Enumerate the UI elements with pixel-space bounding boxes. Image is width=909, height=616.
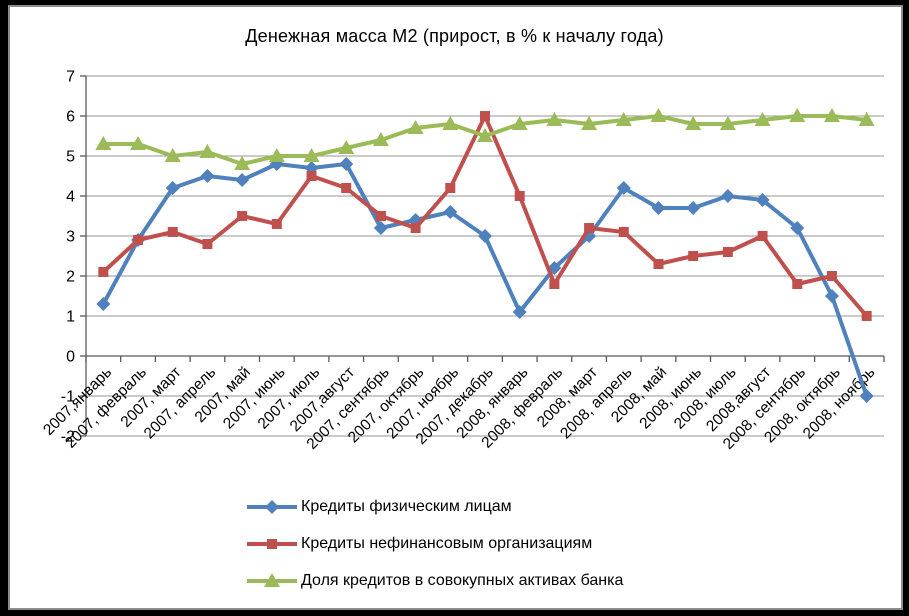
data-point-marker — [686, 201, 701, 215]
y-axis-label: 5 — [66, 149, 75, 166]
y-axis-label: 4 — [66, 189, 75, 206]
legend-square-icon — [247, 539, 297, 549]
data-point-marker — [98, 267, 109, 277]
data-point-marker — [584, 223, 595, 233]
data-point-marker — [372, 132, 389, 146]
legend-item: Кредиты нефинансовым организациям — [245, 535, 623, 553]
y-axis-label: 0 — [66, 349, 75, 366]
data-point-marker — [616, 181, 631, 195]
data-point-marker — [546, 112, 563, 126]
data-point-marker — [685, 116, 702, 130]
data-point-marker — [823, 108, 840, 122]
legend-label: Доля кредитов в совокупных активах банка — [301, 572, 624, 589]
data-point-marker — [410, 223, 421, 233]
y-axis-label: 7 — [66, 69, 75, 86]
data-point-marker — [651, 201, 666, 215]
axes — [80, 75, 885, 437]
data-point-marker — [789, 108, 806, 122]
data-point-marker — [442, 116, 459, 130]
data-point-marker — [480, 111, 490, 121]
data-point-marker — [341, 183, 352, 193]
data-point-marker — [858, 112, 875, 126]
data-point-marker — [755, 193, 770, 207]
y-axis-label: -2 — [61, 429, 75, 446]
chart-window — [8, 5, 903, 610]
data-point-marker — [200, 169, 215, 183]
data-point-marker — [581, 116, 598, 130]
data-point-marker — [164, 148, 181, 162]
data-point-marker — [719, 116, 736, 130]
data-point-marker — [271, 219, 282, 229]
legend-item: Кредиты физическим лицам — [245, 498, 623, 516]
data-point-marker — [133, 235, 144, 245]
data-point-marker — [477, 128, 493, 142]
data-point-marker — [859, 389, 874, 403]
data-point-marker — [373, 221, 388, 235]
data-point-marker — [96, 297, 111, 311]
data-point-marker — [268, 148, 285, 162]
legend-item: Доля кредитов в совокупных активах банка — [245, 572, 623, 590]
data-point-marker — [130, 136, 147, 150]
data-point-marker — [237, 211, 248, 221]
data-point-marker — [303, 148, 320, 162]
data-point-marker — [514, 191, 525, 201]
series-line-2 — [95, 108, 875, 170]
data-point-marker — [754, 112, 771, 126]
data-point-marker — [306, 171, 317, 181]
data-point-marker — [202, 239, 213, 249]
legend-label: Кредиты нефинансовым организациям — [301, 535, 593, 552]
data-point-marker — [688, 251, 699, 261]
data-point-marker — [650, 108, 667, 122]
data-point-marker — [549, 279, 560, 289]
data-point-marker — [861, 311, 872, 321]
data-point-marker — [512, 305, 527, 319]
data-point-marker — [267, 539, 277, 549]
y-axis-label: 3 — [66, 229, 75, 246]
series-line-1 — [98, 111, 872, 321]
data-point-marker — [265, 500, 279, 514]
data-point-marker — [445, 183, 456, 193]
data-point-marker — [653, 259, 664, 269]
data-point-marker — [618, 227, 629, 237]
legend-label: Кредиты физическим лицам — [301, 498, 512, 515]
data-point-marker — [824, 289, 839, 303]
y-axis-label: 6 — [66, 109, 75, 126]
data-point-marker — [375, 211, 386, 221]
data-point-marker — [722, 247, 733, 257]
legend-diamond-icon — [247, 500, 297, 514]
chart-title: Денежная масса М2 (прирост, в % к началу… — [245, 26, 664, 46]
data-point-marker — [407, 120, 424, 134]
data-point-marker — [95, 136, 112, 150]
data-point-marker — [338, 140, 355, 154]
legend-triangle-icon — [247, 573, 297, 587]
data-point-marker — [167, 227, 178, 237]
data-point-marker — [339, 157, 354, 171]
data-point-marker — [234, 156, 251, 170]
y-axis-label: 2 — [66, 269, 75, 286]
data-point-marker — [720, 189, 735, 203]
data-point-marker — [792, 279, 803, 289]
data-point-marker — [264, 573, 280, 587]
data-point-marker — [615, 112, 632, 126]
data-point-marker — [478, 229, 492, 243]
data-point-marker — [443, 205, 458, 219]
y-axis-label: 1 — [66, 309, 75, 326]
data-point-marker — [235, 173, 250, 187]
data-point-marker — [826, 271, 837, 281]
y-axis-label: -1 — [61, 389, 75, 406]
data-point-marker — [199, 144, 216, 158]
data-point-marker — [757, 231, 768, 241]
legend: Кредиты физическим лицам Кредиты нефинанс… — [245, 498, 623, 590]
data-point-marker — [165, 181, 180, 195]
data-point-marker — [790, 221, 805, 235]
data-point-marker — [511, 116, 528, 130]
